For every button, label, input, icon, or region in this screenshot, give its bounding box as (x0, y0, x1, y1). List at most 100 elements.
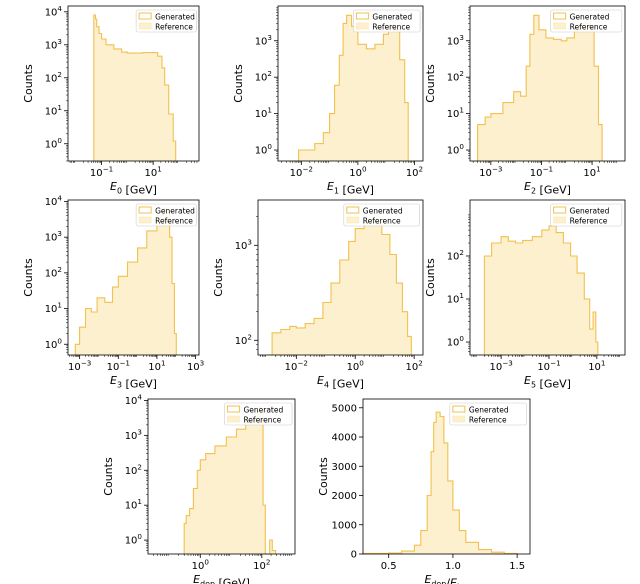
legend-reference-label: Reference (363, 217, 401, 226)
y-axis-label: Counts (424, 64, 437, 103)
legend-generated-swatch (346, 206, 360, 214)
legend-reference-swatch (138, 216, 152, 224)
x-axis-label: E5 [GeV] (524, 374, 571, 390)
x-tick-label: 101 (148, 359, 165, 374)
generated-histogram (269, 218, 412, 356)
legend-box (550, 203, 623, 227)
legend-generated-label: Generated (570, 207, 610, 216)
panel-e0: 10−1 101 100 101 102 103 104 E0 [GeV] Counts Gene… (22, 4, 200, 196)
legend-reference-label: Reference (155, 23, 193, 32)
reference-histogram (73, 207, 177, 356)
x-axis-label: E4 [GeV] (317, 374, 364, 390)
x-tick-label: 10−1 (107, 359, 130, 374)
legend-generated-swatch (138, 12, 152, 20)
y-axis-label: Counts (22, 258, 35, 297)
y-axis-label: Counts (22, 64, 35, 103)
y-tick-label: 100 (45, 136, 63, 151)
x-tick-label: 102 (405, 359, 422, 374)
x-tick-label: 101 (583, 165, 600, 180)
y-tick-label: 103 (45, 37, 62, 52)
panel-e1: 10−2 100 102 100 101 102 103 E1 [GeV] Counts Gene… (232, 5, 424, 196)
x-tick-label: 0.5 (381, 561, 397, 572)
y-axis-label: Counts (102, 457, 115, 496)
x-tick-label: 100 (347, 359, 365, 374)
y-tick-label: 102 (125, 462, 142, 477)
legend-generated-swatch (226, 405, 240, 413)
generated-histogram (483, 225, 599, 356)
plot-frame (67, 5, 200, 162)
legend-generated-label: Generated (243, 406, 283, 415)
y-tick-label: 102 (447, 69, 464, 84)
x-tick-label: 10−1 (90, 165, 113, 180)
y-tick-label: 103 (447, 33, 464, 48)
x-tick-label: 103 (187, 359, 204, 374)
legend-generated-swatch (138, 206, 152, 214)
panel-e2: 10−3 10−1 101 100 101 102 103 E2 [GeV] Counts Gen… (424, 5, 626, 196)
x-axis-label: Edep/Einc (424, 573, 468, 584)
legend-reference-swatch (227, 415, 240, 423)
y-tick-label: 5000 (332, 403, 357, 414)
legend-box (353, 9, 421, 33)
generated-histogram (92, 14, 177, 162)
y-tick-label: 102 (447, 248, 464, 263)
legend-generated-label: Generated (155, 13, 195, 22)
legend-box (343, 203, 420, 227)
panel-e3: 10−3 10−1 101 103 100 101 102 103 104 E3 [GeV] Cou… (22, 193, 204, 390)
plot-frame (469, 5, 626, 162)
generated-histogram (73, 207, 177, 356)
x-tick-label: 100 (192, 558, 210, 573)
y-tick-label: 100 (447, 334, 465, 349)
plot-frame (277, 5, 424, 162)
x-tick-label: 10−3 (68, 359, 91, 374)
x-axis-label: Edep [GeV] (193, 573, 250, 584)
y-tick-label: 101 (255, 106, 272, 121)
reference-histogram (92, 14, 176, 162)
x-axis-label: E0 [GeV] (110, 180, 157, 196)
x-axis-label: E1 [GeV] (327, 180, 374, 196)
legend-generated-label: Generated (372, 13, 412, 22)
y-tick-label: 104 (45, 4, 63, 18)
x-tick-label: 100 (349, 165, 367, 180)
y-tick-label: 101 (45, 103, 62, 118)
y-tick-label: 0 (351, 550, 357, 561)
plot-frame (362, 398, 531, 555)
y-tick-label: 103 (45, 229, 62, 244)
legend-generated-swatch (553, 12, 567, 20)
legend-generated-label: Generated (363, 207, 403, 216)
y-tick-label: 104 (45, 193, 63, 208)
legend-generated-label: Generated (155, 207, 195, 216)
legend-reference-swatch (553, 216, 566, 224)
x-tick-label: 101 (144, 165, 161, 180)
legend-reference-label: Reference (469, 416, 507, 425)
panel-e4: 10−2 100 102 102 103 E4 [GeV] Counts GeneratedR… (212, 199, 424, 390)
plot-frame (257, 199, 424, 356)
legend-reference-swatch (346, 216, 360, 224)
y-axis-label: Counts (212, 258, 225, 297)
x-tick-label: 10−1 (537, 359, 560, 374)
y-tick-label: 100 (45, 336, 63, 351)
x-tick-label: 10−3 (479, 165, 502, 180)
y-tick-label: 101 (447, 291, 464, 306)
y-axis-label: Counts (317, 457, 330, 496)
panel-edep: 100 102 100 101 102 103 104 Edep [GeV] Counts Gen… (102, 392, 296, 584)
legend-reference-swatch (138, 22, 152, 30)
y-tick-label: 103 (125, 427, 142, 442)
y-tick-label: 103 (255, 33, 272, 48)
x-tick-label: 10−2 (290, 165, 313, 180)
panel-e5: 10−3 10−1 101 100 101 102 E5 [GeV] Counts Genera… (424, 199, 626, 390)
generated-histogram (362, 411, 518, 554)
legend-reference-swatch (452, 415, 466, 423)
x-tick-label: 10−2 (285, 359, 308, 374)
y-tick-label: 4000 (332, 433, 357, 444)
reference-histogram (475, 15, 603, 162)
x-tick-label: 1.0 (445, 561, 461, 572)
y-tick-label: 2000 (332, 491, 357, 502)
legend-generated-swatch (452, 405, 466, 413)
y-tick-label: 102 (255, 69, 272, 84)
